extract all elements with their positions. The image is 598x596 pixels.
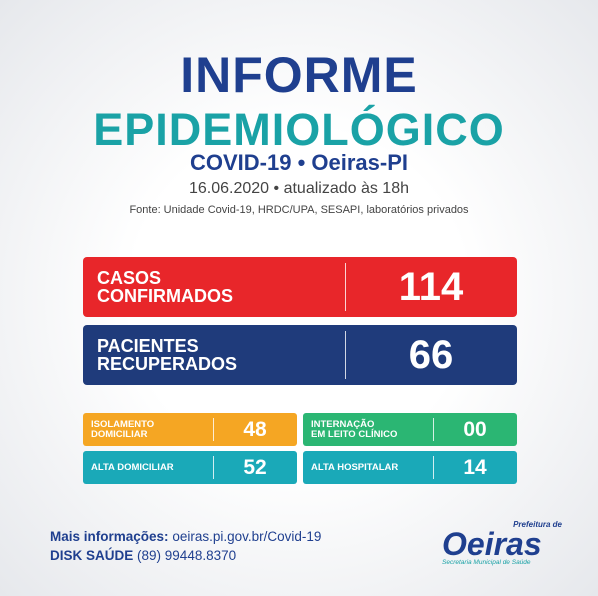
divider: [345, 331, 346, 379]
stat-box: PACIENTES RECUPERADOS 66: [83, 325, 517, 385]
label-line: ALTA DOMICILIAR: [91, 461, 174, 473]
divider: [433, 418, 434, 441]
footer-line: DISK SAÚDE (89) 99448.8370: [50, 548, 236, 563]
label-line: DOMICILIAR: [91, 428, 148, 440]
footer-line: Mais informações: oeiras.pi.gov.br/Covid…: [50, 529, 321, 544]
stat-box: CASOS CONFIRMADOS 114: [83, 257, 517, 317]
stat-value: 00: [463, 418, 487, 441]
title: EPIDEMIOLÓGICO: [93, 104, 505, 155]
label-line: EM LEITO CLÍNICO: [311, 428, 398, 440]
small-stat: ALTA HOSPITALAR 14: [303, 451, 517, 484]
phone: (89) 99448.8370: [137, 548, 237, 563]
label-line: RECUPERADOS: [97, 354, 238, 374]
stat-label: CASOS CONFIRMADOS: [97, 269, 233, 305]
label-line: INTERNAÇÃO: [311, 418, 375, 430]
logo-bottom: Secretaria Municipal de Saúde: [442, 559, 531, 566]
logo-name: Oeiras: [442, 526, 542, 562]
title: INFORME: [180, 47, 418, 103]
phone-label: DISK SAÚDE: [50, 548, 134, 563]
stat-value: 52: [243, 456, 267, 479]
stat-value: 48: [243, 418, 267, 441]
date: 16.06.2020 • atualizado às 18h: [189, 180, 409, 197]
label-line: ISOLAMENTO: [91, 418, 155, 430]
small-stat: INTERNAÇÃO EM LEITO CLÍNICO 00: [303, 413, 517, 446]
label-line: ALTA HOSPITALAR: [311, 461, 399, 473]
logo: Prefeitura de Oeiras Secretaria Municipa…: [442, 520, 562, 566]
stat-label: PACIENTES RECUPERADOS: [97, 337, 237, 373]
divider: [345, 263, 346, 311]
divider: [213, 418, 214, 441]
divider: [433, 456, 434, 479]
stat-label: ALTA HOSPITALAR: [311, 451, 398, 484]
label-line: PACIENTES: [97, 336, 199, 356]
stat-label: ISOLAMENTO DOMICILIAR: [91, 413, 154, 446]
subtitle: COVID-19 • Oeiras-PI: [189, 150, 408, 175]
logo-top: Prefeitura de: [513, 520, 562, 529]
source: Fonte: Unidade Covid-19, HRDC/UPA, SESAP…: [129, 204, 469, 216]
stat-label: ALTA DOMICILIAR: [91, 451, 174, 484]
divider: [213, 456, 214, 479]
label-line: CASOS: [97, 268, 162, 288]
stat-value: 114: [398, 265, 464, 309]
info-label: Mais informações:: [50, 529, 169, 544]
stat-value: 14: [463, 456, 487, 479]
stat-value: 66: [408, 333, 454, 377]
small-stat: ALTA DOMICILIAR 52: [83, 451, 297, 484]
small-stat: ISOLAMENTO DOMICILIAR 48: [83, 413, 297, 446]
stat-label: INTERNAÇÃO EM LEITO CLÍNICO: [311, 413, 397, 446]
info-url: oeiras.pi.gov.br/Covid-19: [172, 529, 322, 544]
label-line: CONFIRMADOS: [97, 286, 233, 306]
